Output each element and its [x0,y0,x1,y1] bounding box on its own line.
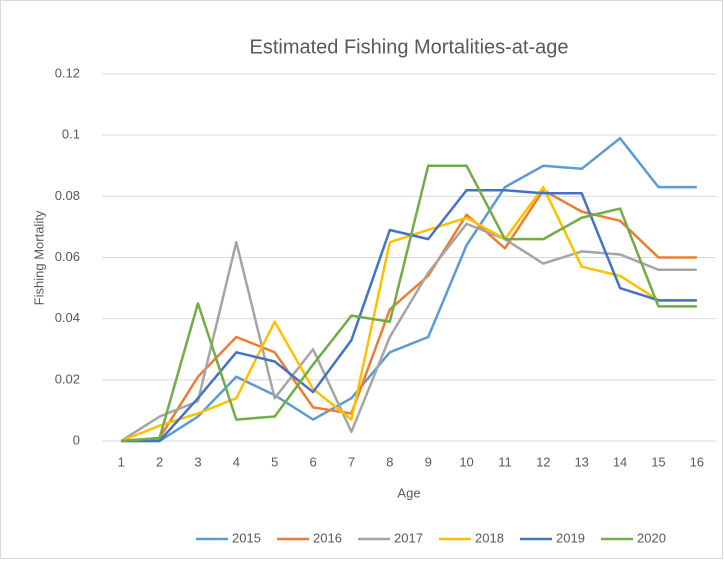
series-line [121,136,697,443]
x-tick-label: 3 [194,454,201,469]
x-tick-label: 8 [386,454,393,469]
x-tick-label: 2 [156,454,163,469]
legend-label: 2016 [313,530,342,545]
x-tick-label: 16 [690,454,704,469]
series-line [121,188,697,443]
y-tick-label: 0.1 [62,127,80,142]
series-line [121,188,697,443]
legend-label: 2019 [556,530,585,545]
y-tick-label: 0.04 [55,310,80,325]
y-tick-label: 0 [73,432,80,447]
legend-label: 2018 [475,530,504,545]
series-line [121,164,697,443]
x-tick-label: 11 [498,454,512,469]
x-tick-label: 4 [233,454,240,469]
x-tick-label: 6 [309,454,316,469]
x-tick-label: 10 [459,454,473,469]
legend-label: 2015 [232,530,261,545]
chart-title: Estimated Fishing Mortalities-at-age [249,36,568,58]
legend-label: 2017 [394,530,423,545]
y-tick-label: 0.08 [55,188,80,203]
x-tick-label: 15 [651,454,665,469]
x-tick-label: 9 [425,454,432,469]
x-tick-label: 13 [574,454,588,469]
x-tick-label: 1 [118,454,125,469]
y-tick-label: 0.06 [55,249,80,264]
legend-label: 2020 [637,530,666,545]
x-tick-label: 7 [348,454,355,469]
y-axis-label: Fishing Mortality [31,210,46,305]
y-tick-label: 0.12 [55,65,80,80]
x-tick-label: 14 [613,454,627,469]
series-line [120,185,697,443]
x-tick-label: 5 [271,454,278,469]
y-tick-label: 0.02 [55,371,80,386]
series-line [120,222,697,443]
x-axis-label: Age [397,485,420,500]
x-tick-label: 12 [536,454,550,469]
